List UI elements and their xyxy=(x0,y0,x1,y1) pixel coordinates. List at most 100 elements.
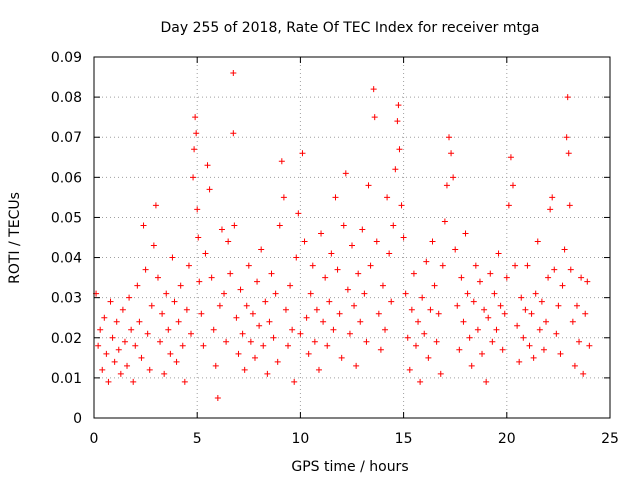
data-point xyxy=(423,258,430,265)
data-point xyxy=(256,322,263,329)
data-point xyxy=(534,238,541,245)
data-point xyxy=(190,174,197,181)
data-point xyxy=(388,298,395,305)
data-point xyxy=(270,334,277,341)
data-point xyxy=(336,310,343,317)
data-point xyxy=(266,318,273,325)
data-point xyxy=(487,270,494,277)
data-point xyxy=(107,298,114,305)
data-point xyxy=(545,274,552,281)
data-point xyxy=(276,222,283,229)
data-point xyxy=(126,294,133,301)
data-point xyxy=(406,366,413,373)
data-point xyxy=(458,274,465,281)
data-point xyxy=(398,202,405,209)
y-tick-label: 0 xyxy=(73,411,82,427)
data-point xyxy=(230,130,237,137)
data-point xyxy=(262,298,269,305)
data-point xyxy=(280,194,287,201)
data-point xyxy=(443,182,450,189)
data-point xyxy=(433,338,440,345)
data-point xyxy=(227,270,234,277)
data-point xyxy=(431,282,438,289)
data-point xyxy=(117,370,124,377)
data-point xyxy=(522,306,529,313)
data-point xyxy=(491,290,498,297)
data-point xyxy=(501,310,508,317)
data-point xyxy=(105,378,112,385)
data-point xyxy=(245,262,252,269)
data-point xyxy=(297,330,304,337)
data-point xyxy=(115,346,122,353)
data-point xyxy=(218,226,225,233)
data-point xyxy=(576,338,583,345)
data-point xyxy=(549,194,556,201)
data-point xyxy=(470,298,477,305)
data-point xyxy=(99,366,106,373)
data-point xyxy=(349,242,355,249)
data-point xyxy=(251,354,258,361)
y-tick-labels: 0 0.01 0.02 0.03 0.04 0.05 0.06 0.07 0.08 0.09 xyxy=(51,50,82,427)
data-point xyxy=(363,338,370,345)
data-point xyxy=(567,266,574,273)
data-point xyxy=(359,226,366,233)
data-point xyxy=(243,302,250,309)
data-point xyxy=(361,290,368,297)
x-tick-labels: 0 5 10 15 20 25 xyxy=(90,431,619,447)
data-point xyxy=(476,278,483,285)
data-point xyxy=(247,338,254,345)
data-point xyxy=(274,358,281,365)
data-point xyxy=(402,290,409,297)
data-points xyxy=(93,70,593,401)
data-point xyxy=(441,218,448,225)
y-tick-label: 0.02 xyxy=(51,331,82,347)
data-point xyxy=(427,306,434,313)
data-point xyxy=(113,318,120,325)
data-point xyxy=(208,274,215,281)
data-point xyxy=(103,350,110,357)
data-point xyxy=(355,270,362,277)
data-point xyxy=(326,298,333,305)
data-point xyxy=(332,194,339,201)
data-point xyxy=(367,262,374,269)
data-point xyxy=(318,230,325,237)
y-tick-label: 0.01 xyxy=(51,371,82,387)
data-point xyxy=(530,354,537,361)
data-point xyxy=(289,326,296,333)
data-point xyxy=(171,298,178,305)
data-point xyxy=(119,306,126,313)
data-point xyxy=(408,306,415,313)
data-point xyxy=(553,330,560,337)
data-point xyxy=(134,282,141,289)
data-point xyxy=(454,302,461,309)
data-point xyxy=(193,130,200,137)
data-point xyxy=(565,150,572,157)
data-point xyxy=(435,310,442,317)
data-point xyxy=(198,310,205,317)
data-point xyxy=(377,346,384,353)
data-point xyxy=(417,378,424,385)
data-point xyxy=(278,158,285,165)
data-point xyxy=(181,378,188,385)
data-point xyxy=(142,266,149,273)
data-point xyxy=(342,170,349,177)
axis-ticks xyxy=(93,56,611,419)
data-point xyxy=(425,354,432,361)
data-point xyxy=(109,334,116,341)
data-point xyxy=(264,370,271,377)
data-point xyxy=(516,358,523,365)
data-point xyxy=(386,250,393,257)
data-point xyxy=(564,94,571,101)
data-point xyxy=(489,338,496,345)
data-point xyxy=(415,318,422,325)
data-point xyxy=(481,306,488,313)
data-point xyxy=(514,322,521,329)
data-point xyxy=(479,350,486,357)
data-point xyxy=(159,310,166,317)
data-point xyxy=(196,278,203,285)
data-point xyxy=(138,354,145,361)
chart-title: Day 255 of 2018, Rate Of TEC Index for r… xyxy=(161,20,540,36)
data-point xyxy=(382,326,389,333)
data-point xyxy=(154,274,161,281)
data-point xyxy=(295,210,302,217)
